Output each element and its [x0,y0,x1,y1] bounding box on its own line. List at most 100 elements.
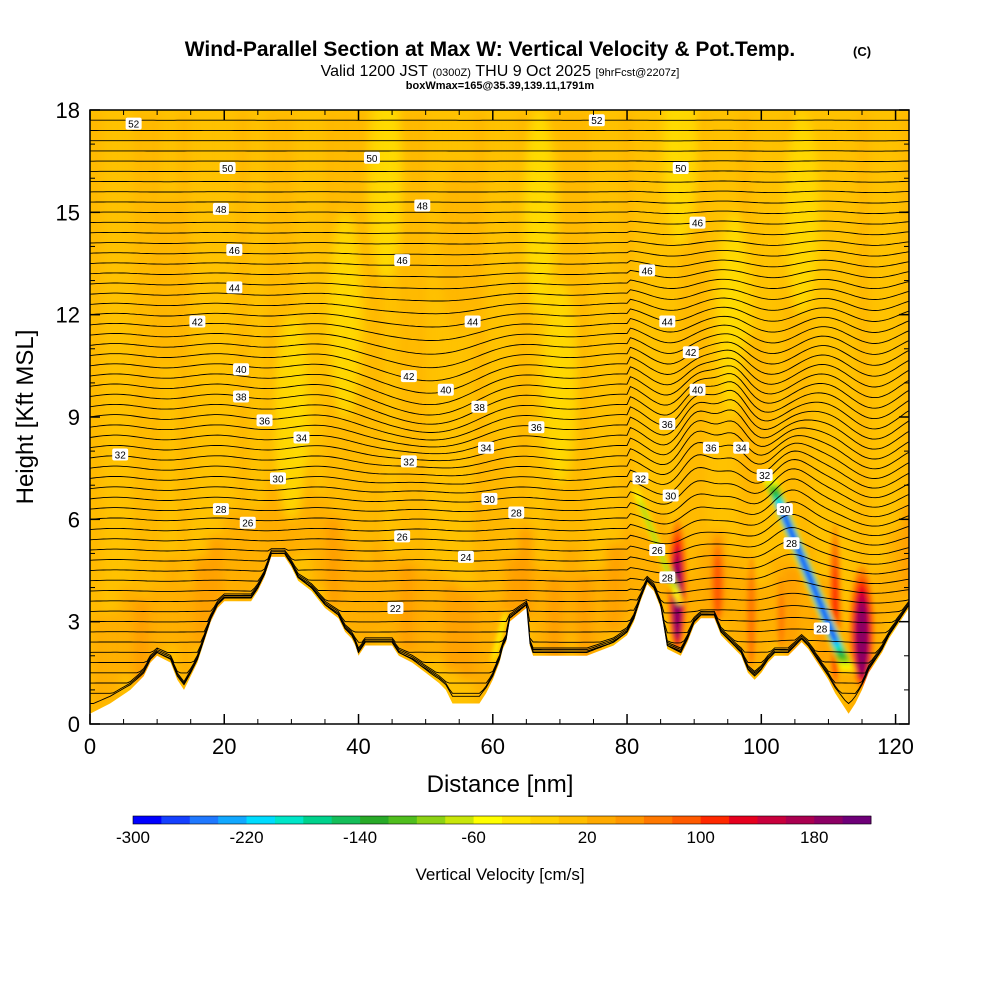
theta-label-box [776,503,793,516]
x-tick-label: 100 [743,734,780,759]
theta-label-box [682,346,699,359]
theta-label-box [672,161,689,174]
field-lowlevel [414,571,430,661]
theta-label-box [659,315,676,328]
theta-contour-line [90,357,909,406]
theta-label: 28 [508,506,525,520]
theta-contour-line [90,552,909,594]
theta-label-box [481,492,498,505]
field-streak [400,110,411,724]
colorbar-swatch [416,816,446,824]
colorbar-tick-label: -60 [461,828,486,847]
theta-label-text: 26 [652,546,664,557]
theta-label-text: 28 [215,505,227,516]
theta-contour-line [90,450,909,489]
theta-label-text: 46 [642,266,654,277]
theta-label-text: 28 [816,624,828,635]
theta-label-box [363,151,380,164]
field-streak [149,110,160,724]
field-lowlevel [444,582,460,671]
x-tick-label: 0 [84,734,96,759]
theta-label: 26 [649,544,666,557]
theta-label: 28 [659,571,676,584]
field-streak [725,110,736,724]
theta-contour-line [90,240,909,246]
colorbar-swatch [360,816,389,824]
field-streak [695,110,707,724]
field-lowlevel [104,613,120,702]
field-lowlevel [429,570,445,660]
colorbar-swatch [246,816,276,824]
theta-label-box [226,243,243,256]
field-streak [636,110,648,724]
theta-label-box [414,199,431,212]
theta-contours [90,110,909,705]
theta-label-box [219,161,236,174]
theta-label: 46 [639,264,656,277]
theta-label-text: 52 [128,120,140,131]
theta-label: 36 [528,421,545,434]
colorbar-tick-label: -220 [230,828,264,847]
y-tick-label: 12 [56,303,80,328]
theta-label-text: 34 [481,444,493,455]
field-streak [119,110,131,724]
colorbar-swatch [502,816,531,824]
field-streak [784,110,795,724]
theta-label-text: 28 [786,539,798,550]
theta-label-text: 46 [397,256,409,267]
colorbar-swatch [672,816,702,824]
theta-label-box [125,117,142,130]
field-lowlevel [872,570,888,659]
field-streak [533,110,544,724]
theta-label-text: 36 [259,416,271,427]
theta-contour-line [90,341,909,382]
theta-label-text: 26 [242,519,254,530]
theta-label: 52 [125,117,142,131]
theta-contour-line [90,552,909,624]
field-lowlevel [341,543,356,632]
theta-label-text: 30 [272,474,284,485]
theta-label-text: 36 [705,444,717,455]
x-tick-label: 60 [481,734,505,759]
theta-label-text: 22 [390,604,402,615]
theta-label-text: 50 [222,164,234,175]
field-plume [543,280,577,486]
theta-label: 42 [682,346,699,359]
field-streak [178,110,190,724]
theta-label: 28 [783,537,800,550]
theta-label: 40 [233,363,250,376]
field-streak [104,110,116,724]
theta-label-text: 30 [779,505,791,516]
colorbar-frame [132,815,872,825]
theta-label-box [212,503,229,516]
field-streak [370,110,382,724]
theta-label: 30 [776,503,793,516]
theta-label-box [464,315,481,328]
field-streak [680,110,692,724]
field-streak [651,110,662,724]
theta-label-box [508,506,525,519]
theta-label-box [387,602,404,615]
colorbar-ticks: -300 -220 -140 -60 20 100 180 [116,828,828,847]
theta-contour-line [90,527,909,556]
colorbar-swatch [587,816,616,824]
field-streak [710,110,722,724]
box-info: boxWmax=165@35.39,139.11,1791m [406,80,595,92]
y-tick-label: 15 [56,200,80,225]
field-lowlevel [592,567,607,657]
updraft-core [713,556,722,617]
theta-label: 34 [733,441,750,455]
theta-label: 38 [471,400,488,414]
theta-label: 36 [659,417,676,431]
theta-contour-line [90,552,909,604]
colorbar-swatch [700,816,730,824]
theta-label-text: 52 [591,116,603,127]
field-lowlevel [725,557,740,647]
field-streak [355,110,367,724]
field-streak [385,110,397,724]
theta-contour-line [90,297,909,315]
theta-label: 22 [387,602,404,615]
theta-label-box [662,489,679,502]
theta-label: 24 [457,550,474,564]
theta-contour-line [90,333,909,369]
